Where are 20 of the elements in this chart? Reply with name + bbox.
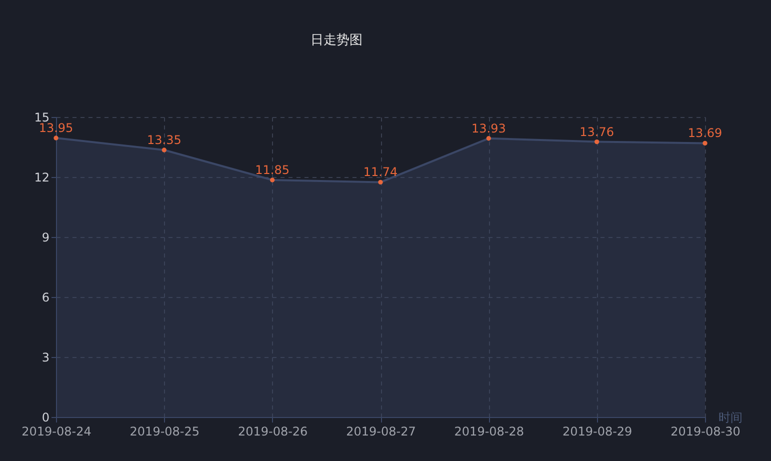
- y-tick-label: 6: [42, 290, 50, 304]
- x-axis-title: 时间: [718, 410, 742, 424]
- x-tick-label: 2019-08-25: [130, 424, 200, 438]
- data-label: 13.69: [688, 126, 722, 140]
- x-tick-label: 2019-08-29: [562, 424, 632, 438]
- chart-title: 日走势图: [310, 33, 362, 48]
- data-label: 11.74: [363, 165, 398, 180]
- data-label: 13.35: [146, 133, 182, 147]
- x-tick-label: 2019-08-26: [238, 424, 308, 438]
- y-tick-label: 9: [42, 230, 50, 244]
- y-tick-label: 12: [34, 170, 50, 184]
- y-tick-label: 0: [42, 410, 50, 424]
- data-label: 11.85: [255, 163, 290, 177]
- y-tick-label: 3: [42, 350, 50, 364]
- x-tick-label: 2019-08-28: [454, 424, 524, 438]
- x-tick-label: 2019-08-24: [22, 424, 92, 438]
- x-tick-label: 2019-08-30: [670, 424, 740, 438]
- data-label: 13.76: [580, 124, 614, 139]
- data-label: 13.93: [471, 121, 506, 136]
- x-tick-label: 2019-08-27: [346, 424, 416, 438]
